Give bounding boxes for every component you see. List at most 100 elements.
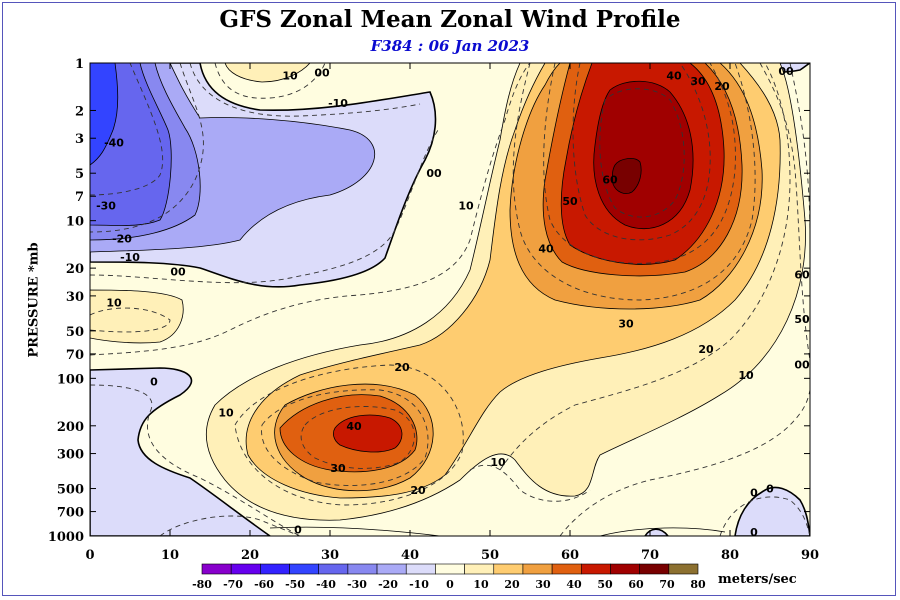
y-tick-label: 50 [66, 325, 84, 340]
colorbar-label: -60 [254, 578, 274, 591]
colorbar-label: -50 [285, 578, 305, 591]
contour-label: 40 [346, 420, 362, 433]
contour-label: 10 [218, 407, 234, 420]
colorbar-label: -70 [223, 578, 243, 591]
contour-label: 50 [562, 195, 578, 208]
x-tick-label: 90 [801, 548, 819, 563]
colorbar-swatch [289, 563, 320, 575]
contour-label: 0 [294, 524, 302, 537]
colorbar-label: 20 [504, 578, 520, 591]
y-tick-label: 70 [66, 348, 84, 363]
colorbar-swatch [376, 563, 407, 575]
contour-label: 00 [778, 65, 794, 78]
contour-label: -10 [328, 97, 348, 110]
contour-label: 0 [766, 483, 774, 496]
contour-label: -30 [96, 199, 116, 212]
contour-label: 50 [794, 313, 810, 326]
colorbar-swatch [493, 563, 524, 575]
x-tick-label: 10 [161, 548, 179, 563]
chart-subtitle: F384 : 06 Jan 2023 [370, 37, 530, 55]
contour-label: 30 [618, 318, 634, 331]
contour-label: 30 [690, 75, 706, 88]
contour-label: 10 [458, 199, 474, 212]
contour-label: -10 [120, 251, 140, 264]
colorbar-swatch [551, 563, 582, 575]
colorbar-swatch [522, 563, 553, 575]
contour-label: -20 [112, 233, 132, 246]
colorbar-swatch [201, 563, 232, 575]
colorbar-swatch [668, 563, 699, 575]
contour-label: 0 [150, 376, 158, 389]
colorbar-swatch [610, 563, 640, 575]
colorbar-label: -10 [409, 578, 429, 591]
y-tick-label: 20 [66, 262, 84, 277]
y-tick-label: 1 [75, 57, 84, 72]
contour-label: 20 [394, 361, 410, 374]
y-tick-label: 2 [75, 104, 84, 119]
x-tick-label: 80 [721, 548, 739, 563]
y-tick-label: 300 [57, 448, 84, 463]
contour-label: 20 [714, 80, 730, 93]
colorbar-swatch [435, 563, 465, 575]
colorbar-label: 50 [597, 578, 613, 591]
colorbar-label: 40 [566, 578, 582, 591]
x-tick-label: 70 [641, 548, 659, 563]
chart-title: GFS Zonal Mean Zonal Wind Profile [219, 6, 681, 33]
y-tick-label: 200 [57, 420, 84, 435]
colorbar-swatch [347, 563, 378, 575]
colorbar-swatch [260, 563, 290, 575]
y-tick-label: 7 [75, 190, 84, 205]
contour-label: 40 [666, 69, 682, 82]
colorbar-label: 10 [473, 578, 489, 591]
colorbar-label: -80 [192, 578, 212, 591]
y-tick-label: 1000 [48, 530, 84, 545]
contour-label: 00 [314, 67, 330, 80]
y-tick-label: 10 [66, 215, 84, 230]
contour-label: 40 [538, 242, 554, 255]
colorbar-swatch [639, 563, 670, 575]
x-axis: 0 10 20 30 40 50 60 70 80 90 [85, 63, 819, 563]
x-tick-label: 50 [481, 548, 499, 563]
y-tick-label: 100 [57, 372, 84, 387]
contour-label: 00 [426, 167, 442, 180]
x-tick-label: 20 [241, 548, 259, 563]
colorbar-swatch [318, 563, 349, 575]
colorbar-label: 60 [628, 578, 644, 591]
contour-label: 60 [602, 174, 618, 187]
contour-label: 30 [330, 462, 346, 475]
colorbar-label: -40 [316, 578, 336, 591]
contour-label: 60 [794, 269, 810, 282]
contour-label: 10 [106, 296, 122, 309]
contour-fill [90, 63, 810, 536]
contour-label: 00 [170, 265, 186, 278]
contour-label: 20 [698, 343, 714, 356]
contour-label: 10 [282, 69, 298, 82]
contour-label: -40 [104, 137, 124, 150]
colorbar-label: -20 [378, 578, 398, 591]
contour-label: 10 [738, 369, 754, 382]
colorbar-label: 30 [535, 578, 551, 591]
colorbar: -80 -70 -60 -50 -40 -30 -20 -10 0 10 20 30 40 50 60 70 8… [192, 563, 706, 591]
contour-label: 00 [794, 359, 810, 372]
colorbar-swatch [230, 563, 261, 575]
contour-label: 20 [410, 484, 426, 497]
y-tick-label: 30 [66, 290, 84, 305]
colorbar-label: 0 [446, 578, 454, 591]
y-tick-label: 700 [57, 506, 84, 521]
x-tick-label: 0 [85, 548, 94, 563]
colorbar-swatch [580, 563, 611, 575]
y-tick-label: 5 [75, 167, 84, 182]
x-tick-label: 60 [561, 548, 579, 563]
colorbar-swatch [405, 563, 436, 575]
y-tick-label: 3 [75, 132, 84, 147]
contour-label: 10 [490, 456, 506, 469]
x-tick-label: 40 [401, 548, 419, 563]
colorbar-label: 80 [690, 578, 706, 591]
colorbar-swatch [464, 563, 495, 575]
colorbar-label: 70 [659, 578, 675, 591]
plot-frame [89, 62, 811, 537]
contour-label: 0 [750, 526, 758, 539]
